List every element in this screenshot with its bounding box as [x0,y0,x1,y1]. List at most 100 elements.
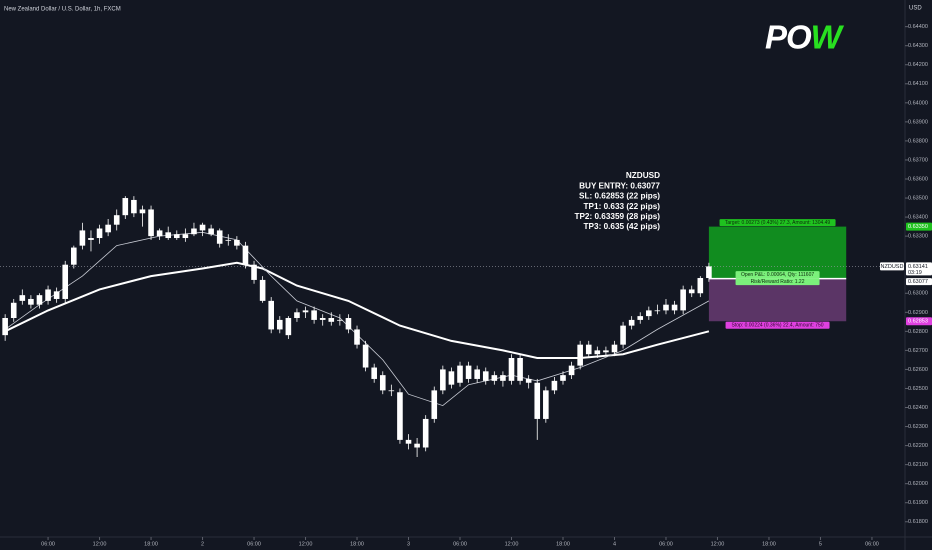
x-tick-label: 18:00 [556,541,570,547]
candle-body [431,390,438,419]
candle-body [422,418,429,448]
candle-body [148,209,154,237]
x-tick-label: 18:00 [350,541,364,547]
candle-body [2,318,8,336]
candle-body [706,266,712,279]
currency-label: USD [909,6,922,12]
y-tick-label: 0.62500 [908,386,928,392]
candle-body [697,278,704,294]
candle-body [680,289,686,311]
pnl-label-box [735,271,820,279]
x-tick-label: 4 [613,541,616,547]
symbol-tag: NZDUSD [881,264,904,270]
candle-body [646,310,652,317]
annotation-line: NZDUSD [626,171,660,180]
candle-body [654,310,661,312]
candle-body [251,264,257,280]
annotation-line: SL: 0.62853 (22 pips) [579,192,660,201]
ratio-label-box [735,278,820,286]
x-tick-label: 12:00 [299,541,313,547]
candle-body [457,365,463,383]
x-tick-label: 5 [819,541,822,547]
candle-body [474,369,480,379]
candle-body [53,291,60,299]
y-tick-label: 0.63300 [908,234,928,240]
candle-body [319,318,326,320]
candle-body [96,228,103,239]
candle-body [36,295,43,305]
candle-body [225,239,232,241]
candle-body [560,375,566,381]
annotation-line: TP1: 0.633 (22 pips) [584,202,661,211]
candle-body [276,319,283,330]
countdown-label: 03:19 [908,270,922,276]
y-tick-label: 0.62700 [908,348,928,354]
x-tick-label: 12:00 [93,541,107,547]
candle-body [105,224,111,233]
candle-body [414,443,420,448]
y-tick-label: 0.63800 [908,138,928,144]
candle-body [371,367,377,379]
candle-body [534,382,541,419]
candle-body [285,318,292,336]
annotation-line: TP3: 0.635 (42 pips) [584,222,661,231]
candle-body [208,228,214,235]
y-tick-label: 0.62600 [908,367,928,373]
x-tick-label: 18:00 [144,541,158,547]
candle-body [294,312,300,319]
candle-body [577,344,583,366]
candle-body [663,304,669,311]
candle-body [122,198,129,216]
y-tick-label: 0.64000 [908,100,928,106]
y-tick-label: 0.64300 [908,43,928,49]
candle-body [45,289,51,301]
stop-zone [708,278,847,322]
candle-body [337,319,343,321]
stop-label-box [725,321,830,329]
candle-body [139,209,146,214]
y-tick-label: 0.62100 [908,462,928,468]
y-tick-label: 0.62800 [908,329,928,335]
y-tick-label: 0.64100 [908,81,928,87]
stop-price-label: 0.62853 [908,319,928,325]
candle-body [603,350,609,353]
candle-body [594,350,601,355]
y-tick-label: 0.63000 [908,291,928,297]
candle-body [354,329,360,345]
candle-body [465,365,472,379]
candle-body [62,264,69,299]
y-tick-label: 0.63400 [908,215,928,221]
entry-price-label: 0.63077 [908,279,928,285]
symbol-tag-box [880,262,904,271]
candle-body [242,245,249,265]
x-tick-label: 18:00 [762,541,776,547]
x-tick-label: 2 [201,541,204,547]
candle-body [71,247,77,265]
y-tick-label: 0.61900 [908,500,928,506]
candle-body [671,304,678,311]
last-price-box [906,262,932,276]
candle-body [199,224,206,231]
candle-body [156,230,163,237]
annotation-line: TP2: 0.63359 (28 pips) [574,212,660,221]
candle-body [379,375,386,391]
candle-body [131,199,137,214]
candle-body [620,325,626,345]
candle-body [517,358,523,381]
x-tick-label: 12:00 [711,541,725,547]
candle-body [268,300,274,330]
y-tick-label: 0.64400 [908,24,928,30]
target-label-box [719,219,836,227]
candle-body [405,439,412,444]
target-price-label: 0.63350 [908,224,928,230]
target-zone [708,226,847,279]
candle-body [688,289,695,294]
stop-price-label-box [906,317,932,326]
candle-body [543,390,549,419]
candle-body [440,369,446,391]
candle-body [234,239,240,246]
candle-body [191,228,197,235]
candle-body [482,371,489,381]
x-tick-label: 06:00 [453,541,467,547]
